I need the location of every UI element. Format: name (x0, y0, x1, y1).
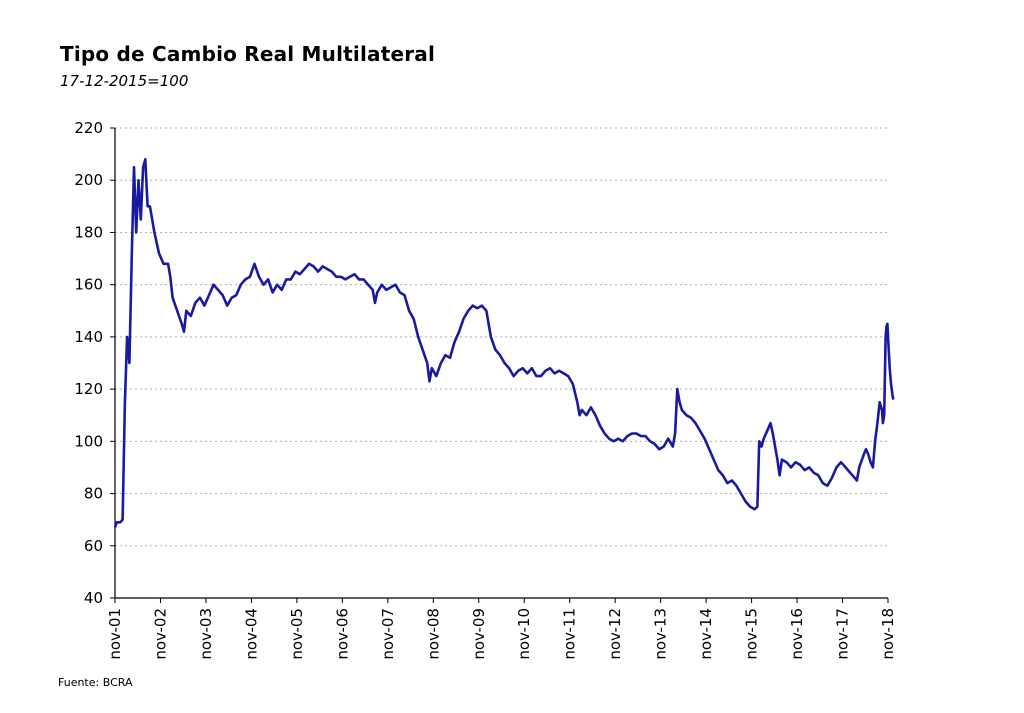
x-tick-label: nov-02 (151, 608, 169, 660)
y-tick-label: 60 (84, 537, 103, 555)
x-tick-label: nov-13 (652, 608, 670, 660)
x-tick-label: nov-07 (379, 608, 397, 660)
y-tick-label: 200 (74, 171, 103, 189)
source-note: Fuente: BCRA (58, 676, 133, 689)
x-tick-label: nov-17 (834, 608, 852, 660)
x-tick-label: nov-05 (288, 608, 306, 660)
y-axis-ticks: 40 60 80 100 120 140 160 180 200 220 (74, 119, 115, 607)
x-tick-label: nov-18 (879, 608, 897, 660)
x-tick-label: nov-16 (788, 608, 806, 660)
x-tick-label: nov-15 (743, 608, 761, 660)
x-axis-ticks: nov-01 nov-02 nov-03 nov-04 nov-05 nov-06 nov-… (106, 598, 897, 660)
chart-subtitle: 17-12-2015=100 (60, 72, 189, 90)
x-tick-label: nov-11 (561, 608, 579, 660)
x-tick-label: nov-08 (424, 608, 442, 660)
y-tick-label: 220 (74, 119, 103, 137)
grid-lines (115, 127, 888, 547)
y-tick-label: 100 (74, 432, 103, 450)
x-tick-label: nov-12 (606, 608, 624, 660)
x-tick-label: nov-10 (515, 608, 533, 660)
series-line (113, 158, 895, 528)
y-tick-label: 120 (74, 380, 103, 398)
y-tick-label: 80 (84, 485, 103, 503)
chart-title: Tipo de Cambio Real Multilateral (60, 42, 436, 66)
x-tick-label: nov-14 (697, 608, 715, 660)
y-tick-label: 180 (74, 223, 103, 241)
x-tick-label: nov-09 (470, 608, 488, 660)
x-tick-label: nov-04 (242, 608, 260, 660)
y-tick-label: 40 (84, 589, 103, 607)
x-tick-label: nov-06 (333, 608, 351, 660)
x-tick-label: nov-01 (106, 608, 124, 660)
x-tick-label: nov-03 (197, 608, 215, 660)
y-tick-label: 140 (74, 328, 103, 346)
y-tick-label: 160 (74, 276, 103, 294)
axes (114, 128, 888, 599)
